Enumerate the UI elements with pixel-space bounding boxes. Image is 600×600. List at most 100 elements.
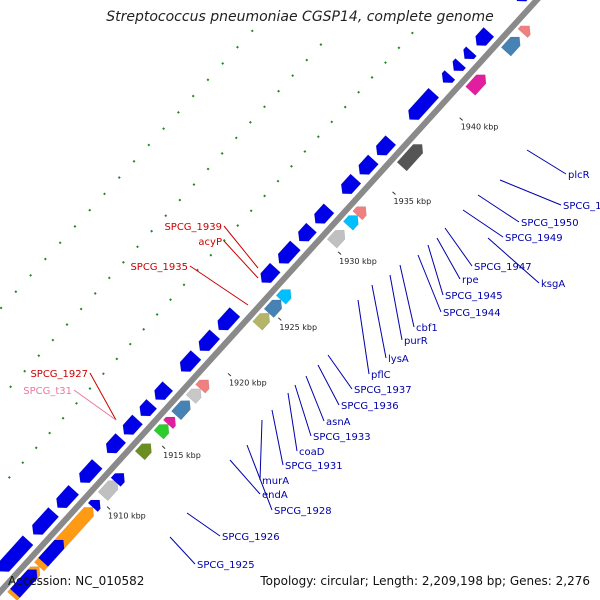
feature-box: [352, 206, 367, 221]
skew-dot: [29, 273, 33, 277]
scale-tick: [227, 372, 232, 377]
gene-arrow-shape: [475, 27, 495, 46]
gene-arrow: [441, 69, 456, 83]
gene-arrow: [515, 0, 531, 2]
feature-box-shape: [195, 379, 210, 394]
scale-tick-label: 1925 kbp: [279, 323, 317, 332]
scale-tick-label: 1910 kbp: [108, 512, 146, 521]
feature-box: [343, 215, 359, 231]
feature-box-shape: [343, 215, 359, 231]
skew-dot: [343, 105, 347, 109]
skew-dot: [178, 198, 182, 202]
skew-dot: [206, 78, 210, 82]
gene-arrow: [463, 46, 477, 60]
gene-arrow: [38, 539, 65, 567]
skew-dot: [357, 90, 361, 94]
skew-dot: [117, 176, 121, 179]
skew-dot: [162, 127, 166, 131]
skew-dot: [370, 76, 374, 79]
gene-arrow: [217, 307, 241, 331]
skew-dot: [9, 385, 12, 389]
gene-arrow: [110, 473, 125, 487]
skew-dot: [128, 342, 132, 346]
skew-dot: [305, 58, 309, 62]
skew-dot: [234, 136, 238, 140]
feature-box-shape: [263, 299, 283, 318]
feature-box: [162, 416, 176, 430]
gene-arrow: [122, 414, 144, 435]
gene-label: ksgA: [541, 279, 565, 290]
label-leader-line: [229, 459, 261, 495]
skew-dot: [142, 327, 146, 331]
gene-label: cbf1: [416, 323, 438, 334]
gene-arrow-shape: [217, 307, 241, 331]
gene-arrow-shape: [441, 69, 456, 83]
label-leader-line: [417, 254, 442, 313]
skew-dot: [155, 313, 159, 316]
feature-box: [134, 443, 152, 461]
gene-arrow-shape: [105, 432, 127, 454]
skew-dot: [101, 372, 105, 376]
skew-dot: [330, 120, 334, 124]
gene-arrow: [179, 350, 202, 372]
gene-arrow: [340, 173, 362, 195]
skew-dot: [75, 401, 78, 405]
gene-arrow-shape: [463, 46, 477, 60]
gene-label: SPCG_1933: [313, 432, 371, 443]
skew-dot: [192, 183, 196, 186]
gene-arrow: [9, 569, 38, 599]
skew-dot: [276, 179, 280, 183]
accession-text: Accession: NC_010582: [8, 574, 145, 588]
gene-arrow-shape: [408, 87, 440, 120]
gene-arrow-shape: [139, 398, 158, 417]
feature-box-shape: [517, 25, 531, 38]
skew-dot: [248, 120, 252, 124]
gene-arrow: [139, 398, 158, 417]
scale-tick: [161, 445, 166, 449]
feature-box-shape: [352, 206, 367, 221]
skew-dot: [43, 257, 47, 261]
skew-dot: [73, 225, 77, 228]
scale-tick-label: 1940 kbp: [461, 123, 499, 132]
gene-label: asnA: [326, 417, 351, 428]
gene-label: SPCG_1950: [521, 218, 579, 229]
label-leader-line: [223, 240, 259, 279]
gene-arrow: [78, 458, 103, 483]
skew-dot: [88, 387, 92, 390]
label-leader-line: [357, 299, 370, 375]
label-leader-line: [189, 265, 249, 306]
gene-label: rpe: [462, 275, 479, 286]
label-leader-line: [317, 364, 340, 406]
skew-dot: [51, 338, 55, 342]
label-leader-line: [223, 225, 259, 269]
skew-dot: [263, 194, 267, 198]
gene-label: SPCG_1937: [354, 385, 412, 396]
skew-dot: [291, 74, 295, 78]
skew-dot: [303, 150, 307, 153]
gene-arrow-shape: [110, 473, 125, 487]
skew-dot: [250, 29, 254, 33]
gene-label: plcR: [568, 170, 590, 181]
skew-dot: [221, 62, 225, 65]
skew-dot: [88, 208, 92, 212]
skew-dot: [107, 276, 111, 280]
gene-arrow: [314, 203, 335, 224]
feature-box-shape: [171, 400, 191, 421]
feature-box-shape: [252, 313, 270, 331]
skew-dot: [150, 229, 154, 233]
label-leader-line: [477, 194, 520, 223]
feature-box: [500, 36, 521, 57]
skew-dot: [103, 192, 106, 196]
skew-dot: [316, 135, 320, 139]
skew-dot: [397, 46, 401, 50]
skew-dot: [410, 31, 414, 35]
label-leader-line: [371, 284, 387, 359]
gene-label: acyP: [198, 237, 222, 248]
feature-box: [185, 388, 202, 404]
skew-dot: [236, 224, 240, 227]
gene-arrow-shape: [122, 414, 144, 435]
feature-box-shape: [326, 230, 346, 249]
skew-dot: [34, 446, 38, 450]
